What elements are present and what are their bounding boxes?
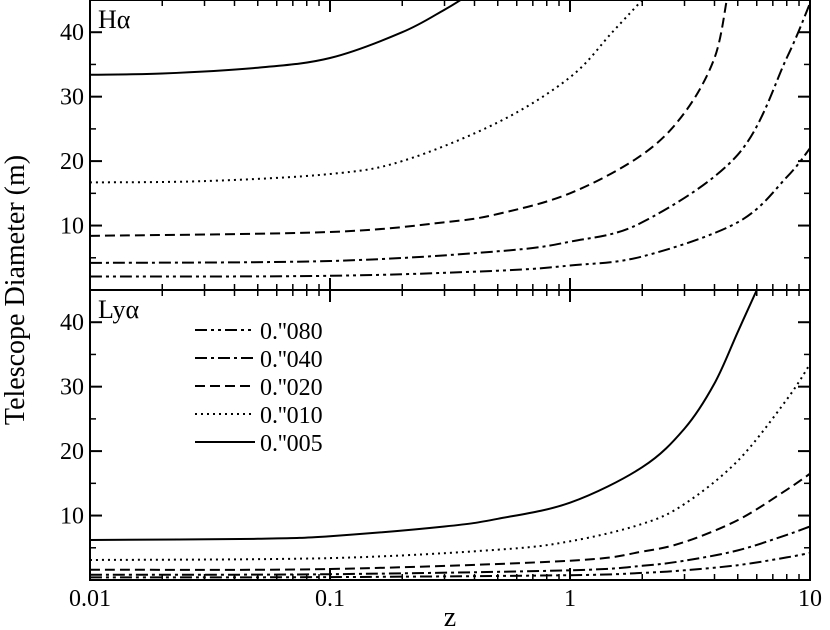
series-line-Ly-0-080	[90, 551, 810, 579]
y-tick-label: 40	[60, 310, 84, 336]
x-tick-label: 0.1	[315, 586, 345, 612]
panel-label-ly-alpha: Lyα	[98, 295, 139, 324]
series-line-H-0-005	[90, 0, 462, 76]
series-line-Ly-0-040	[90, 525, 810, 576]
y-tick-label: 10	[60, 504, 84, 530]
series-line-H-0-040	[90, 2, 810, 264]
legend-label-0-040: 0.''040	[260, 347, 323, 373]
series-line-Ly-0-005	[90, 290, 758, 541]
y-axis-title: Telescope Diameter (m)	[0, 155, 31, 425]
panel-ly-alpha: 10 20 30 40 Lyα 0.''0800.''0400.''0200.''01…	[60, 289, 811, 581]
legend-label-0-005: 0.''005	[260, 431, 323, 457]
y-tick-label: 10	[60, 214, 84, 240]
y-tick-label: 20	[60, 149, 84, 175]
series-line-H-0-080	[90, 147, 810, 278]
y-tick-label: 20	[60, 439, 84, 465]
series-line-H-0-020	[90, 0, 728, 237]
y-tick-label: 30	[60, 85, 84, 111]
y-tick-label: 40	[60, 20, 84, 46]
panel-ly-alpha-frame	[89, 289, 811, 581]
series-line-Ly-0-010	[90, 363, 810, 561]
panel-h-alpha-frame	[89, 0, 811, 291]
panel-label-h-alpha: Hα	[98, 5, 131, 34]
series-line-Ly-0-020	[90, 472, 810, 571]
legend-label-0-010: 0.''010	[260, 403, 323, 429]
x-tick-label: 0.01	[69, 586, 111, 612]
series-line-H-0-010	[90, 0, 643, 184]
legend-label-0-080: 0.''080	[260, 319, 323, 345]
y-tick-label: 30	[60, 375, 84, 401]
panel-h-alpha: 10 20 30 40 Hα	[60, 0, 811, 291]
x-axis-title: z	[444, 602, 456, 630]
x-tick-label: 10	[798, 586, 822, 612]
x-tick-label: 1	[564, 586, 576, 612]
legend-label-0-020: 0.''020	[260, 375, 323, 401]
